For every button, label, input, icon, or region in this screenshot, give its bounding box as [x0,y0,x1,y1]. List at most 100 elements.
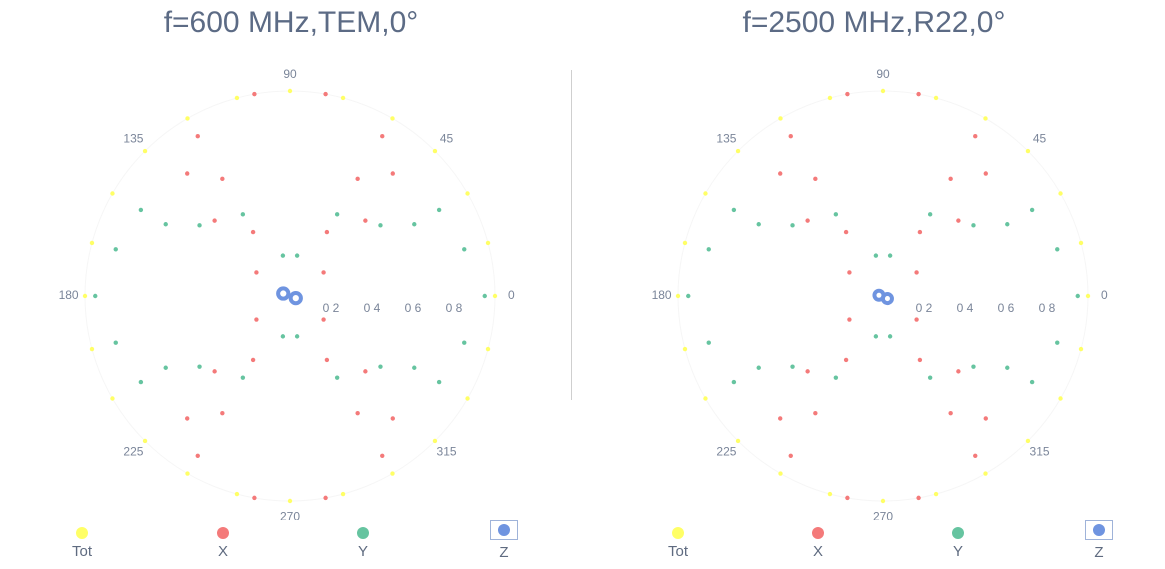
angle-tick-label: 225 [123,445,143,459]
radial-tick-label: 0 2 [916,301,933,315]
data-point-tot [287,88,293,94]
legend-item-x[interactable]: X [193,520,253,560]
data-point-y [927,375,933,380]
angle-tick-label: 0 [1101,288,1108,302]
data-point-x [323,495,328,501]
data-point-y [1029,207,1035,213]
data-point-tot [1058,191,1063,196]
angle-tick-label: 180 [652,288,672,302]
data-point-x [195,453,200,458]
legend-item-z[interactable]: Z [1069,520,1129,561]
data-point-y [1055,247,1060,252]
data-point-y [790,223,795,228]
data-point-x [813,410,818,416]
data-point-y [887,253,893,258]
data-point-x [916,91,921,97]
radial-tick-label: 0 6 [998,301,1015,315]
data-point-tot [933,491,939,497]
legend-label-tot: Tot [71,543,92,560]
data-point-y [294,334,300,339]
legend-item-x[interactable]: X [788,520,848,560]
data-point-x [917,357,923,363]
radial-tick-label: 0 2 [323,301,340,315]
data-point-x [847,317,852,322]
legend-item-tot[interactable]: Tot [52,520,112,560]
data-point-x [805,218,810,223]
data-point-tot [340,491,346,497]
data-point-tot [82,293,88,299]
data-point-tot [465,191,470,196]
data-point-x [983,416,988,421]
data-point-x [847,270,852,275]
data-point-tot [778,116,783,121]
panel-divider [571,70,572,400]
data-point-x [948,176,953,182]
legend-item-y[interactable]: Y [333,520,393,560]
data-point-tot [1025,148,1031,154]
data-point-y [706,340,711,345]
data-point-y [833,375,839,380]
data-point-x [843,229,849,235]
data-point-tot [983,471,988,476]
data-point-y [378,223,383,228]
data-point-tot [465,396,470,401]
data-point-x [254,270,259,275]
data-point-tot [142,438,148,444]
data-point-tot [492,293,498,299]
data-point-x [380,453,385,458]
legend-selection-box [1085,520,1113,540]
angle-tick-label: 45 [440,132,454,146]
data-point-tot [110,396,115,401]
data-point-y [833,212,839,217]
data-ring-z [880,292,894,306]
data-point-x [321,270,326,275]
data-point-tot [983,116,988,121]
data-point-x [390,416,395,421]
data-point-tot [827,491,833,497]
data-point-x [380,134,385,139]
data-point-y [731,379,737,385]
data-point-x [250,357,256,363]
data-point-y [138,207,144,213]
data-point-tot [89,346,95,352]
legend-swatch-z [498,524,510,536]
data-point-y [1005,365,1010,370]
data-point-y [240,212,246,217]
legend-item-tot[interactable]: Tot [648,520,708,560]
data-point-x [250,229,256,235]
data-point-x [220,176,225,182]
data-point-x [973,453,978,458]
data-point-y [138,379,144,385]
legend-item-z[interactable]: Z [474,520,534,561]
legend-label-y: Y [357,543,368,560]
legend-item-y[interactable]: Y [928,520,988,560]
data-point-x [813,176,818,182]
chart-title: f=600 MHz,TEM,0° [163,6,419,39]
angle-tick-label: 135 [716,132,736,146]
data-point-x [914,317,919,322]
legend-swatch-tot [76,527,88,539]
legend-swatch-tot [672,527,684,539]
data-point-x [983,171,988,176]
data-point-y [436,207,442,213]
data-point-y [873,253,879,258]
data-point-y [294,253,300,258]
data-point-x [185,416,190,421]
data-point-tot [1078,240,1084,246]
chart-title: f=2500 MHz,R22,0° [742,6,1006,39]
data-point-tot [485,346,491,352]
polar-plot: 90 45 0 315 270 225 180 135 0 2 0 4 0 6 0 8 [652,67,1108,520]
data-point-tot [880,498,886,504]
data-point-y [756,365,761,370]
data-point-y [1029,379,1035,385]
data-point-tot [703,396,708,401]
data-point-y [927,212,933,217]
legend-label-x: X [217,543,228,560]
data-point-x [973,134,978,139]
data-point-y [113,340,118,345]
data-point-x [355,176,360,182]
data-point-y [1005,222,1010,227]
legend-label-y: Y [952,543,963,560]
data-point-tot [185,116,190,121]
data-point-y [873,334,879,339]
